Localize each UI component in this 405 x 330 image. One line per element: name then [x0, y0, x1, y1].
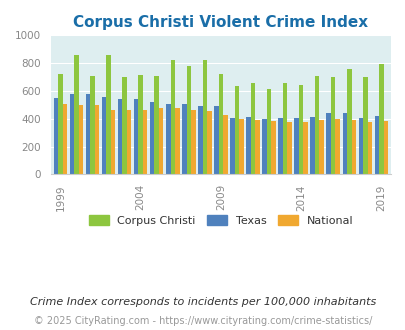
Bar: [138, 75, 143, 175]
Bar: [182, 104, 186, 175]
Bar: [166, 104, 170, 175]
Bar: [314, 76, 319, 175]
Bar: [111, 110, 115, 175]
Bar: [53, 98, 58, 175]
Bar: [326, 113, 330, 175]
Bar: [335, 119, 339, 175]
Bar: [287, 121, 291, 175]
Bar: [202, 60, 207, 175]
Bar: [186, 66, 191, 175]
Bar: [223, 115, 227, 175]
Bar: [303, 122, 307, 175]
Text: Crime Index corresponds to incidents per 100,000 inhabitants: Crime Index corresponds to incidents per…: [30, 297, 375, 307]
Bar: [310, 117, 314, 175]
Bar: [234, 86, 239, 175]
Bar: [117, 99, 122, 175]
Title: Corpus Christi Violent Crime Index: Corpus Christi Violent Crime Index: [73, 15, 368, 30]
Bar: [191, 110, 195, 175]
Bar: [374, 116, 378, 175]
Bar: [351, 119, 355, 175]
Bar: [346, 69, 351, 175]
Bar: [134, 99, 138, 175]
Bar: [214, 106, 218, 175]
Bar: [218, 74, 223, 175]
Bar: [95, 105, 99, 175]
Bar: [282, 83, 287, 175]
Bar: [246, 117, 250, 175]
Bar: [378, 64, 383, 175]
Bar: [230, 118, 234, 175]
Bar: [262, 119, 266, 175]
Bar: [149, 102, 154, 175]
Text: © 2025 CityRating.com - https://www.cityrating.com/crime-statistics/: © 2025 CityRating.com - https://www.city…: [34, 316, 371, 326]
Bar: [70, 94, 74, 175]
Bar: [170, 60, 175, 175]
Bar: [58, 74, 62, 175]
Bar: [342, 113, 346, 175]
Bar: [74, 55, 79, 175]
Bar: [250, 83, 255, 175]
Legend: Corpus Christi, Texas, National: Corpus Christi, Texas, National: [84, 211, 357, 230]
Bar: [143, 110, 147, 175]
Bar: [154, 76, 159, 175]
Bar: [122, 77, 127, 175]
Bar: [106, 55, 111, 175]
Bar: [266, 89, 271, 175]
Bar: [319, 119, 323, 175]
Bar: [159, 108, 163, 175]
Bar: [62, 104, 67, 175]
Bar: [102, 97, 106, 175]
Bar: [294, 118, 298, 175]
Bar: [239, 119, 243, 175]
Bar: [175, 108, 179, 175]
Bar: [367, 121, 371, 175]
Bar: [90, 76, 95, 175]
Bar: [278, 118, 282, 175]
Bar: [358, 118, 362, 175]
Bar: [255, 119, 259, 175]
Bar: [127, 110, 131, 175]
Bar: [383, 121, 387, 175]
Bar: [330, 77, 335, 175]
Bar: [362, 77, 367, 175]
Bar: [85, 94, 90, 175]
Bar: [198, 106, 202, 175]
Bar: [271, 121, 275, 175]
Bar: [298, 85, 303, 175]
Bar: [207, 111, 211, 175]
Bar: [79, 105, 83, 175]
